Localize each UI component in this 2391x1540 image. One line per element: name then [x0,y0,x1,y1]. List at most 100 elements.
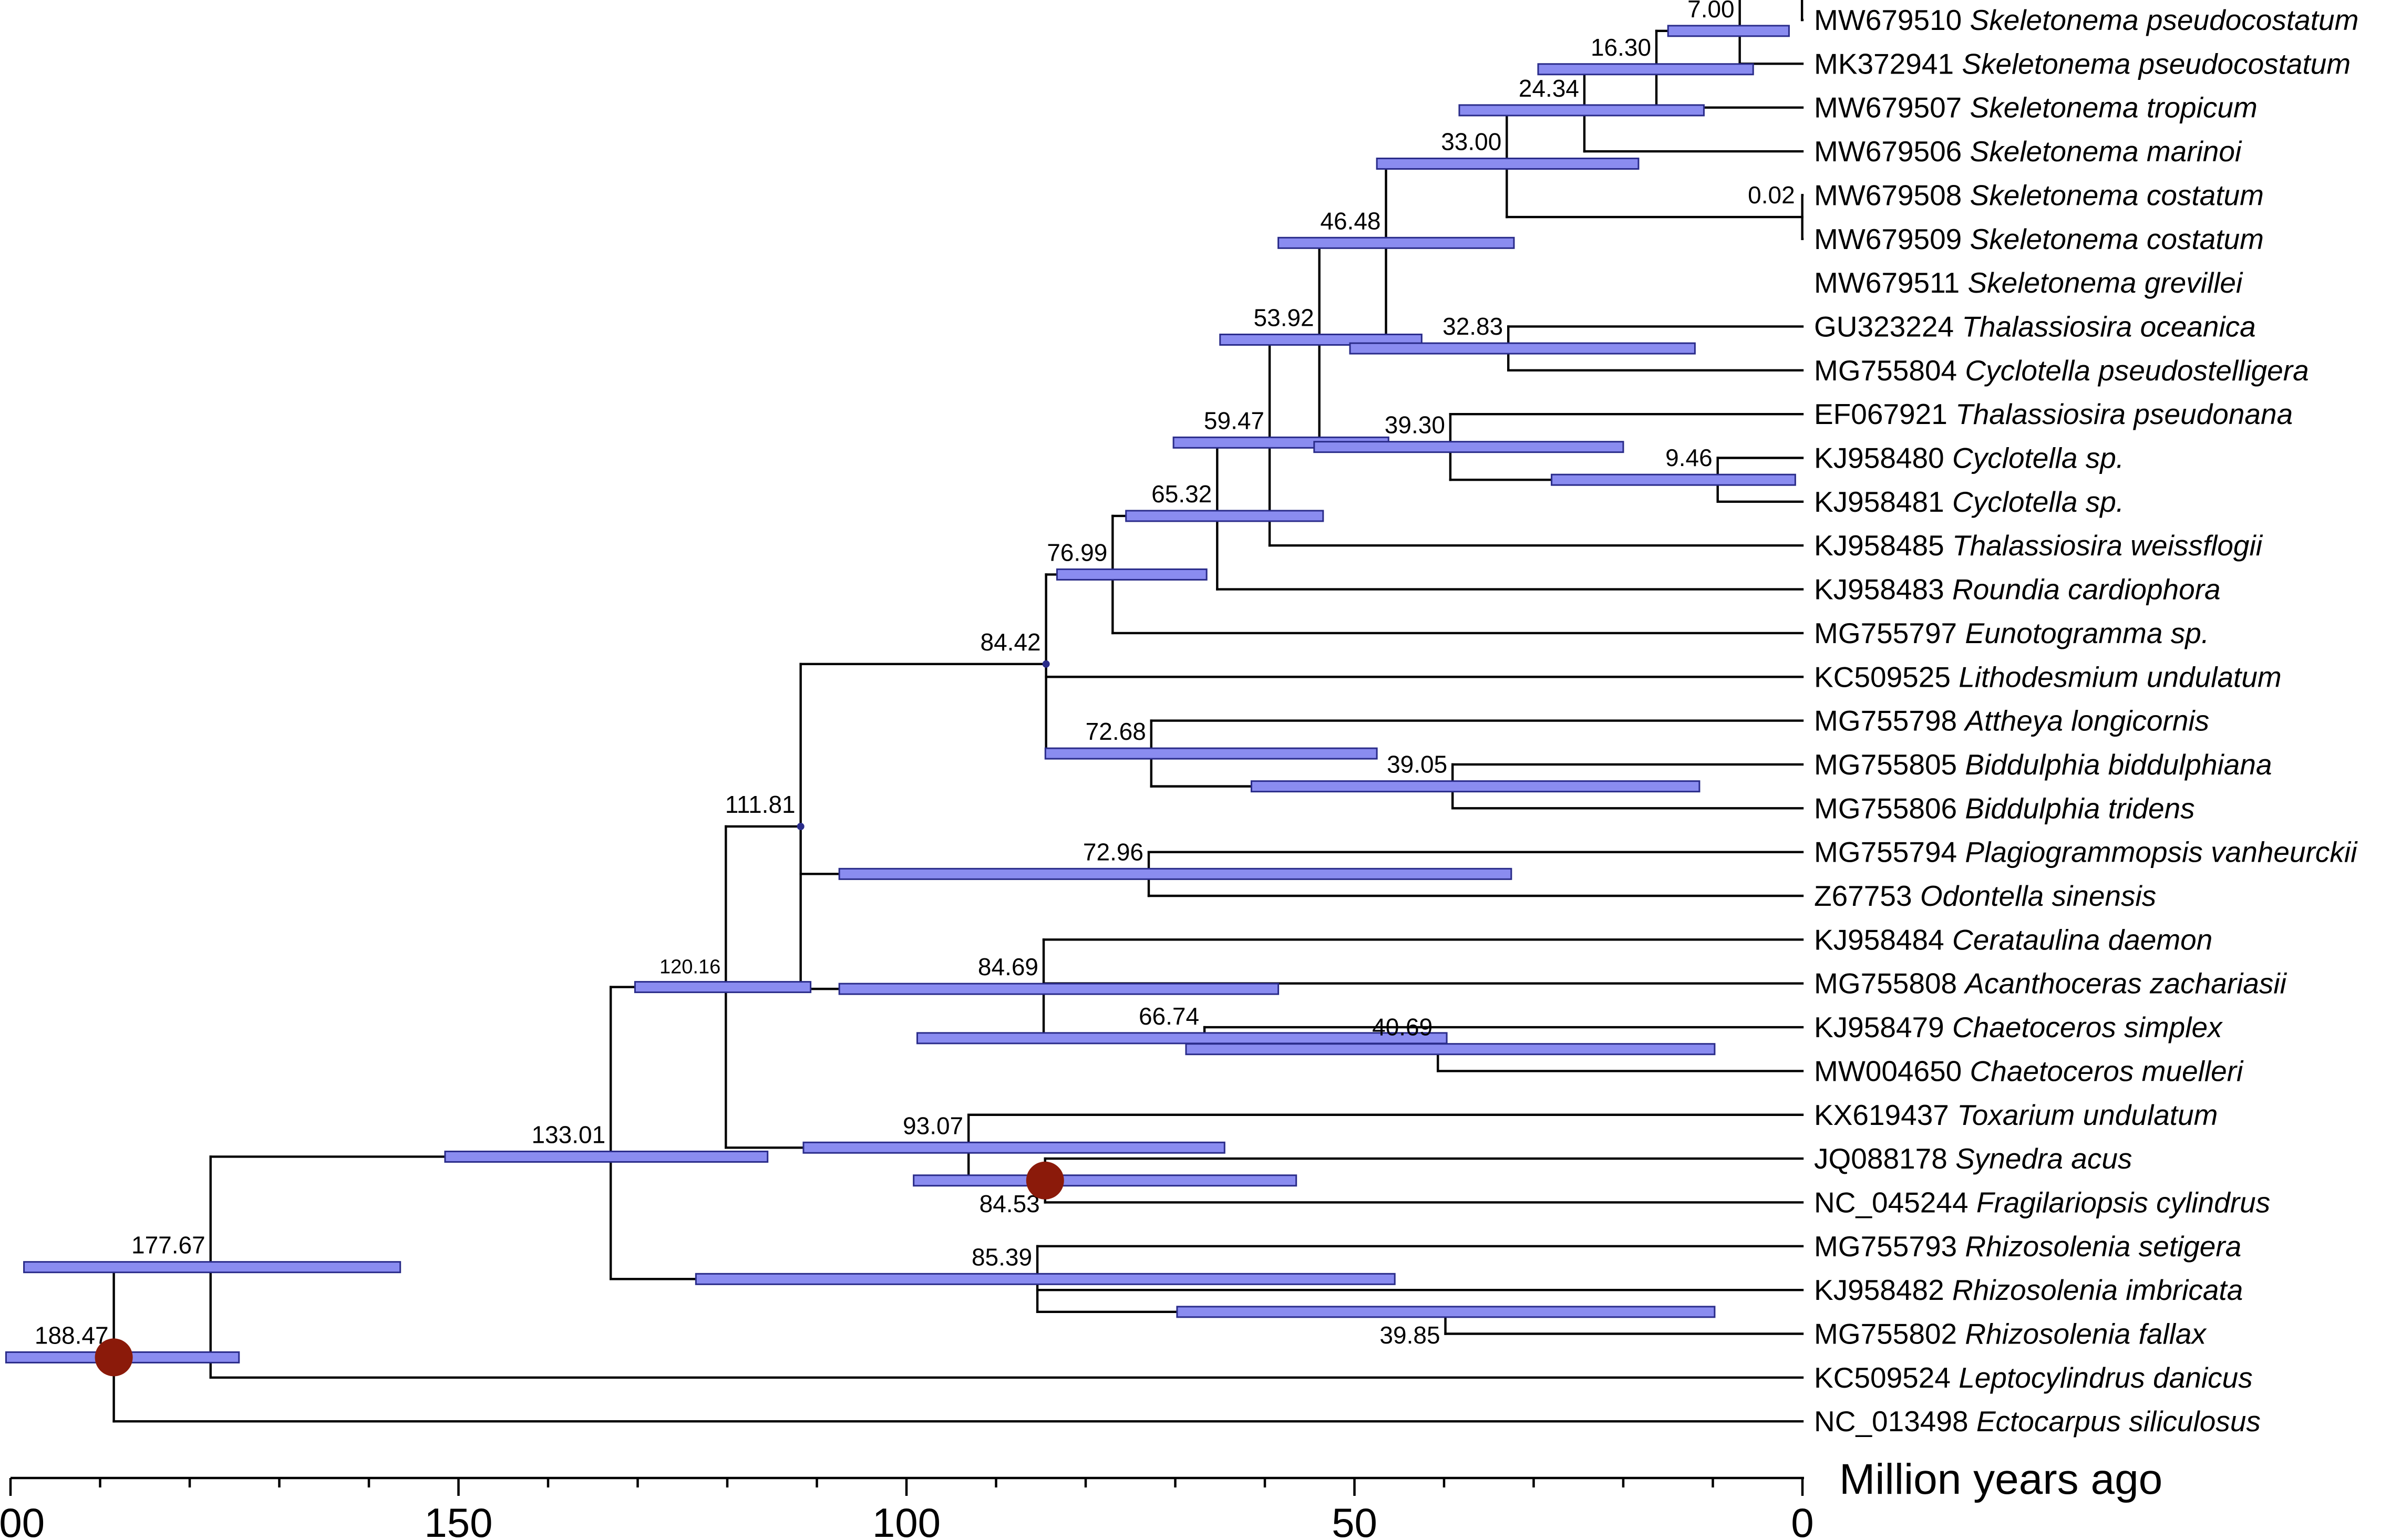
node-age-label: 46.48 [1320,207,1380,234]
tip-accession: MW679509 [1814,223,1970,255]
tip-accession: MG755794 [1814,836,1965,869]
hpd-bar [1667,25,1790,37]
node-age-label: 32.83 [1442,313,1503,340]
hpd-bar [916,1032,1448,1045]
hpd-bar [1176,1306,1716,1318]
tip-accession: Z67753 [1814,880,1920,912]
axis-tick-label: 100 [872,1500,941,1540]
tip-species: Cyclotella sp. [1952,442,2124,474]
tip-species: Plagiogrammopsis vanheurckii [1965,836,2358,869]
tip-accession: KJ958479 [1814,1011,1952,1043]
tip-label: KJ958482 Rhizosolenia imbricata [1814,1274,2243,1306]
axis-tick-label: 150 [424,1500,492,1540]
node-age-label: 72.96 [1083,838,1143,865]
tip-species: Biddulphia tridens [1965,792,2194,824]
node-marker [797,822,805,830]
tip-label: MG755794 Plagiogrammopsis vanheurckii [1814,836,2358,869]
tip-label: MG755797 Eunotogramma sp. [1814,617,2209,649]
tip-species: Cerataulina daemon [1952,923,2212,956]
tip-species: Cyclotella sp. [1952,485,2124,518]
hpd-bar [1277,236,1515,249]
hpd-bar [1125,510,1324,522]
hpd-bar [1551,473,1796,486]
node-age-label: 177.67 [131,1232,205,1259]
tip-accession: MG755804 [1814,354,1965,387]
tip-accession: MW004650 [1814,1055,1970,1087]
node-age-label: 0.02 [1748,181,1795,209]
time-axis: Million years ago 200 150 100 50 0 [0,1455,2162,1540]
tip-accession: MG755808 [1814,967,1965,1000]
tip-label: KJ958483 Roundia cardiophora [1814,573,2221,606]
hpd-bar [1250,780,1701,793]
tip-accession: MG755806 [1814,792,1965,824]
node-age-label: 33.00 [1441,128,1501,155]
tip-label: MW004650 Chaetoceros muelleri [1814,1055,2244,1087]
tip-label: MW679507 Skeletonema tropicum [1814,91,2258,124]
tip-species: Synedra acus [1955,1142,2132,1175]
tip-accession: MW679507 [1814,91,1970,124]
node-age-label: 40.69 [1372,1014,1432,1041]
tip-accession: MG755805 [1814,748,1965,781]
node-age-label: 53.92 [1254,304,1314,331]
tip-accession: EF067921 [1814,398,1955,430]
node-age-label: 85.39 [972,1243,1032,1270]
tip-accession: KJ958483 [1814,573,1952,606]
node-age-label: 39.30 [1385,411,1445,439]
tip-accession: MW679506 [1814,135,1970,168]
tip-species: Thalassiosira weissflogii [1952,529,2263,562]
hpd-bar [838,983,1280,995]
tip-accession: MW679511 [1814,266,1967,299]
tip-species: Rhizosolenia setigera [1965,1230,2241,1263]
tip-label: MG755805 Biddulphia biddulphiana [1814,748,2272,781]
tip-accession: MG755793 [1814,1230,1965,1263]
tip-label: MK372941 Skeletonema pseudocostatum [1814,47,2351,80]
node-age-label: 66.74 [1139,1002,1199,1030]
tip-accession: NC_045244 [1814,1186,1976,1218]
tip-species: Cyclotella pseudostelligera [1965,354,2308,387]
node-age-label: 9.46 [1665,444,1713,471]
hpd-bars [5,25,1796,1363]
node-age-label: 188.47 [35,1321,109,1349]
tip-species: Rhizosolenia imbricata [1952,1274,2243,1306]
node-age-label: 84.42 [981,628,1041,656]
tip-species: Ectocarpus siliculosus [1976,1405,2261,1438]
tip-species: Skeletonema pseudocostatum [1970,4,2359,36]
tip-species: Eunotogramma sp. [1965,617,2209,649]
tip-species: Skeletonema tropicum [1970,91,2258,124]
hpd-bar [1349,342,1696,355]
node-age-label: 24.34 [1519,75,1579,102]
tip-accession: KJ958485 [1814,529,1952,562]
tip-accession: MG755797 [1814,617,1965,649]
calibration-points [95,660,1064,1377]
tip-species: Thalassiosira oceanica [1962,310,2255,343]
node-age-label: 16.30 [1591,34,1651,61]
axis-tick-label: 0 [1791,1500,1813,1540]
hpd-bar [1313,441,1624,453]
tip-species: Rhizosolenia fallax [1965,1318,2207,1350]
tip-label: MW679509 Skeletonema costatum [1814,223,2264,255]
hpd-bar [634,981,812,994]
tip-accession: KJ958484 [1814,923,1952,956]
node-age-label: 65.32 [1151,480,1212,508]
axis-tick-label: 50 [1332,1500,1377,1540]
tip-label: MG755804 Cyclotella pseudostelligera [1814,354,2309,387]
node-age-label: 84.69 [978,953,1038,980]
tip-accession: MK372941 [1814,47,1962,80]
tip-accession: JQ088178 [1814,1142,1955,1175]
tip-species: Skeletonema grevillei [1967,266,2243,299]
tip-accession: KJ958481 [1814,485,1952,518]
tip-species: Lithodesmium undulatum [1959,660,2282,693]
tip-species: Biddulphia biddulphiana [1965,748,2272,781]
tip-accession: MG755798 [1814,705,1965,737]
node-age-label: 72.68 [1086,718,1146,745]
tip-species: Attheya longicornis [1963,705,2209,737]
tip-species: Leptocylindrus danicus [1959,1361,2253,1394]
tip-labels: MW679510 Skeletonema pseudocostatumMK372… [1814,4,2358,1438]
tip-accession: MW679510 [1814,4,1970,36]
node-age-label: 133.01 [531,1121,605,1148]
node-age-label: 59.47 [1204,407,1264,434]
tip-species: Acanthoceras zachariasii [1963,967,2287,1000]
tip-species: Skeletonema pseudocostatum [1962,47,2351,80]
tip-label: NC_013498 Ectocarpus siliculosus [1814,1405,2261,1438]
hpd-bar [802,1141,1225,1154]
